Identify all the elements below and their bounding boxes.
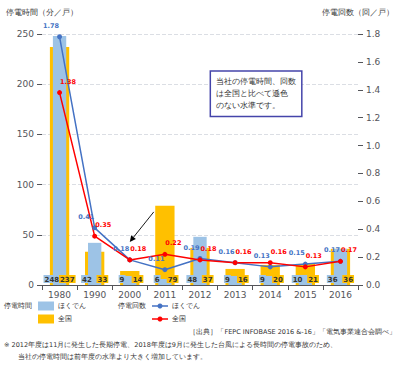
svg-text:0.18: 0.18	[200, 245, 217, 253]
svg-text:1.2: 1.2	[366, 113, 380, 123]
svg-text:16: 16	[238, 276, 248, 284]
svg-text:0.22: 0.22	[165, 239, 181, 247]
svg-text:0.16: 0.16	[271, 248, 288, 256]
svg-text:36: 36	[328, 276, 338, 284]
svg-text:100: 100	[17, 180, 34, 190]
svg-text:0.19: 0.19	[183, 244, 200, 252]
svg-text:0.15: 0.15	[289, 249, 306, 257]
svg-text:237: 237	[60, 276, 75, 284]
svg-text:0.16: 0.16	[219, 248, 236, 256]
svg-text:200: 200	[17, 79, 34, 89]
svg-text:250: 250	[17, 29, 34, 39]
svg-text:14: 14	[133, 276, 143, 284]
svg-text:0.6: 0.6	[366, 196, 381, 206]
svg-text:1.78: 1.78	[43, 22, 60, 30]
svg-text:0: 0	[28, 280, 34, 290]
svg-text:0.4: 0.4	[366, 224, 381, 234]
svg-text:42: 42	[82, 276, 92, 284]
svg-text:0.0: 0.0	[366, 280, 381, 290]
svg-text:1.8: 1.8	[366, 29, 381, 39]
svg-text:150: 150	[17, 129, 34, 139]
svg-text:1980: 1980	[48, 290, 71, 300]
svg-text:0.2: 0.2	[366, 252, 380, 262]
svg-text:全国: 全国	[58, 315, 72, 323]
svg-text:2012: 2012	[189, 290, 212, 300]
svg-text:2013: 2013	[224, 290, 247, 300]
svg-text:停電回数: 停電回数	[118, 302, 146, 310]
svg-text:0.17: 0.17	[341, 246, 357, 254]
svg-text:9: 9	[260, 276, 265, 284]
svg-text:全国: 全国	[172, 315, 186, 323]
svg-text:2016: 2016	[329, 290, 352, 300]
svg-text:停電時間: 停電時間	[4, 302, 32, 310]
svg-text:1.38: 1.38	[60, 78, 77, 86]
svg-text:停電回数（回／戸）: 停電回数（回／戸）	[322, 8, 394, 17]
svg-text:ほくでん: ほくでん	[172, 302, 200, 310]
svg-text:0.18: 0.18	[130, 245, 147, 253]
svg-text:6: 6	[155, 276, 160, 284]
svg-text:2011: 2011	[153, 290, 176, 300]
svg-text:48: 48	[187, 276, 197, 284]
svg-text:10: 10	[293, 276, 303, 284]
svg-text:※ 2012年度は11月に発生した長期停電、2018年度は9: ※ 2012年度は11月に発生した長期停電、2018年度は9月に発生した台風によ…	[4, 341, 337, 349]
svg-text:2000: 2000	[118, 290, 141, 300]
svg-text:当社の停電時間は前年度の水準より大きく増加しています。: 当社の停電時間は前年度の水準より大きく増加しています。	[18, 352, 207, 361]
svg-text:1990: 1990	[83, 290, 106, 300]
svg-text:0.13: 0.13	[306, 252, 322, 260]
svg-text:0.16: 0.16	[236, 248, 253, 256]
svg-text:0.41: 0.41	[78, 213, 95, 221]
svg-text:停電時間（分／戸）: 停電時間（分／戸）	[6, 8, 78, 17]
svg-text:ほくでん: ほくでん	[58, 302, 86, 310]
svg-text:0.11: 0.11	[148, 255, 165, 263]
svg-text:20: 20	[273, 276, 283, 284]
svg-text:248: 248	[45, 276, 60, 284]
svg-text:37: 37	[203, 276, 213, 284]
svg-text:［出典］「FEPC INFOBASE 2016 &-16」「: ［出典］「FEPC INFOBASE 2016 &-16」「電気事業連合会調べ」	[189, 328, 396, 336]
svg-text:9: 9	[225, 276, 230, 284]
svg-text:0.13: 0.13	[254, 252, 270, 260]
svg-text:2015: 2015	[294, 290, 317, 300]
svg-text:0.18: 0.18	[113, 245, 130, 253]
svg-text:0.8: 0.8	[366, 168, 381, 178]
svg-text:0.35: 0.35	[95, 221, 112, 229]
svg-text:1.4: 1.4	[366, 85, 381, 95]
svg-text:は全国と比べて遜色: は全国と比べて遜色	[216, 89, 288, 98]
svg-text:1.6: 1.6	[366, 57, 381, 67]
svg-text:9: 9	[120, 276, 125, 284]
svg-text:1.0: 1.0	[366, 141, 381, 151]
svg-text:50: 50	[23, 230, 35, 240]
svg-text:33: 33	[98, 276, 108, 284]
svg-text:のない水準です。: のない水準です。	[216, 101, 280, 110]
svg-text:36: 36	[343, 276, 353, 284]
svg-text:0.17: 0.17	[324, 246, 340, 254]
svg-text:21: 21	[308, 276, 318, 284]
svg-text:2014: 2014	[259, 290, 282, 300]
svg-text:79: 79	[168, 276, 178, 284]
svg-text:当社の停電時間、回数: 当社の停電時間、回数	[216, 77, 296, 86]
